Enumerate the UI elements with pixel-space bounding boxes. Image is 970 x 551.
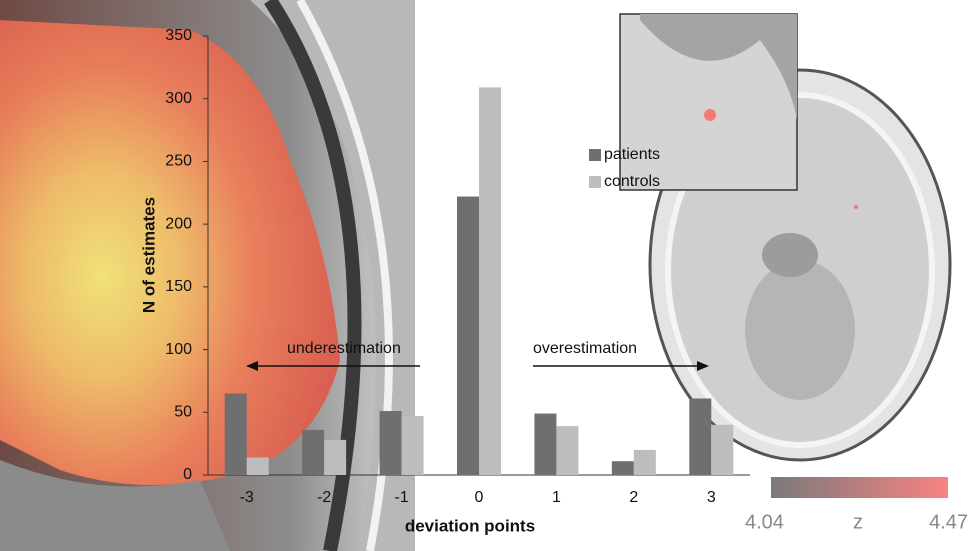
x-tick-label: 2 bbox=[629, 489, 638, 506]
bar bbox=[633, 449, 656, 475]
bar bbox=[534, 413, 557, 475]
annotation: overestimation bbox=[533, 340, 637, 357]
y-tick-label: 0 bbox=[183, 466, 192, 483]
x-tick-label: -3 bbox=[240, 489, 254, 506]
x-tick-label: -1 bbox=[394, 489, 408, 506]
legend-label: patients bbox=[604, 146, 660, 163]
annotation: underestimation bbox=[287, 340, 401, 357]
bar bbox=[479, 87, 501, 475]
y-tick-label: 150 bbox=[165, 278, 192, 295]
legend-swatch bbox=[589, 176, 601, 188]
y-tick-label: 350 bbox=[165, 27, 192, 44]
brain-axial-image bbox=[619, 13, 952, 462]
plot-area: 0 50 100 150 200 250 300 350 -3 -2 -1 0 1 2 3 patients c… bbox=[165, 27, 750, 506]
x-tick-label: 3 bbox=[707, 489, 716, 506]
x-tick-label: 1 bbox=[552, 489, 561, 506]
y-tick-label: 200 bbox=[165, 215, 192, 232]
bar bbox=[302, 429, 325, 475]
y-tick-label: 300 bbox=[165, 90, 192, 107]
bar bbox=[246, 457, 269, 475]
bar bbox=[324, 439, 347, 475]
x-axis-label: deviation points bbox=[405, 516, 535, 535]
colorbar-min: 4.04 bbox=[745, 511, 784, 533]
bar bbox=[689, 398, 712, 475]
y-tick-label: 50 bbox=[174, 404, 192, 421]
bar bbox=[401, 416, 424, 475]
x-tick-label: 0 bbox=[475, 489, 484, 506]
bar bbox=[457, 196, 479, 475]
legend-swatch bbox=[589, 149, 601, 161]
bar bbox=[224, 393, 247, 475]
arrowhead bbox=[246, 361, 258, 371]
bar bbox=[379, 411, 402, 475]
x-tick-label: -2 bbox=[317, 489, 331, 506]
y-tick-label: 250 bbox=[165, 153, 192, 170]
bar bbox=[711, 424, 734, 475]
bar bbox=[611, 461, 634, 475]
y-axis-label: N of estimates bbox=[139, 197, 158, 313]
legend-label: controls bbox=[604, 173, 660, 190]
colorbar bbox=[771, 477, 948, 498]
colorbar-label: z bbox=[853, 511, 863, 533]
colorbar-max: 4.47 bbox=[929, 511, 968, 533]
y-tick-label: 100 bbox=[165, 341, 192, 358]
arrowhead bbox=[697, 361, 709, 371]
bar bbox=[556, 426, 579, 475]
